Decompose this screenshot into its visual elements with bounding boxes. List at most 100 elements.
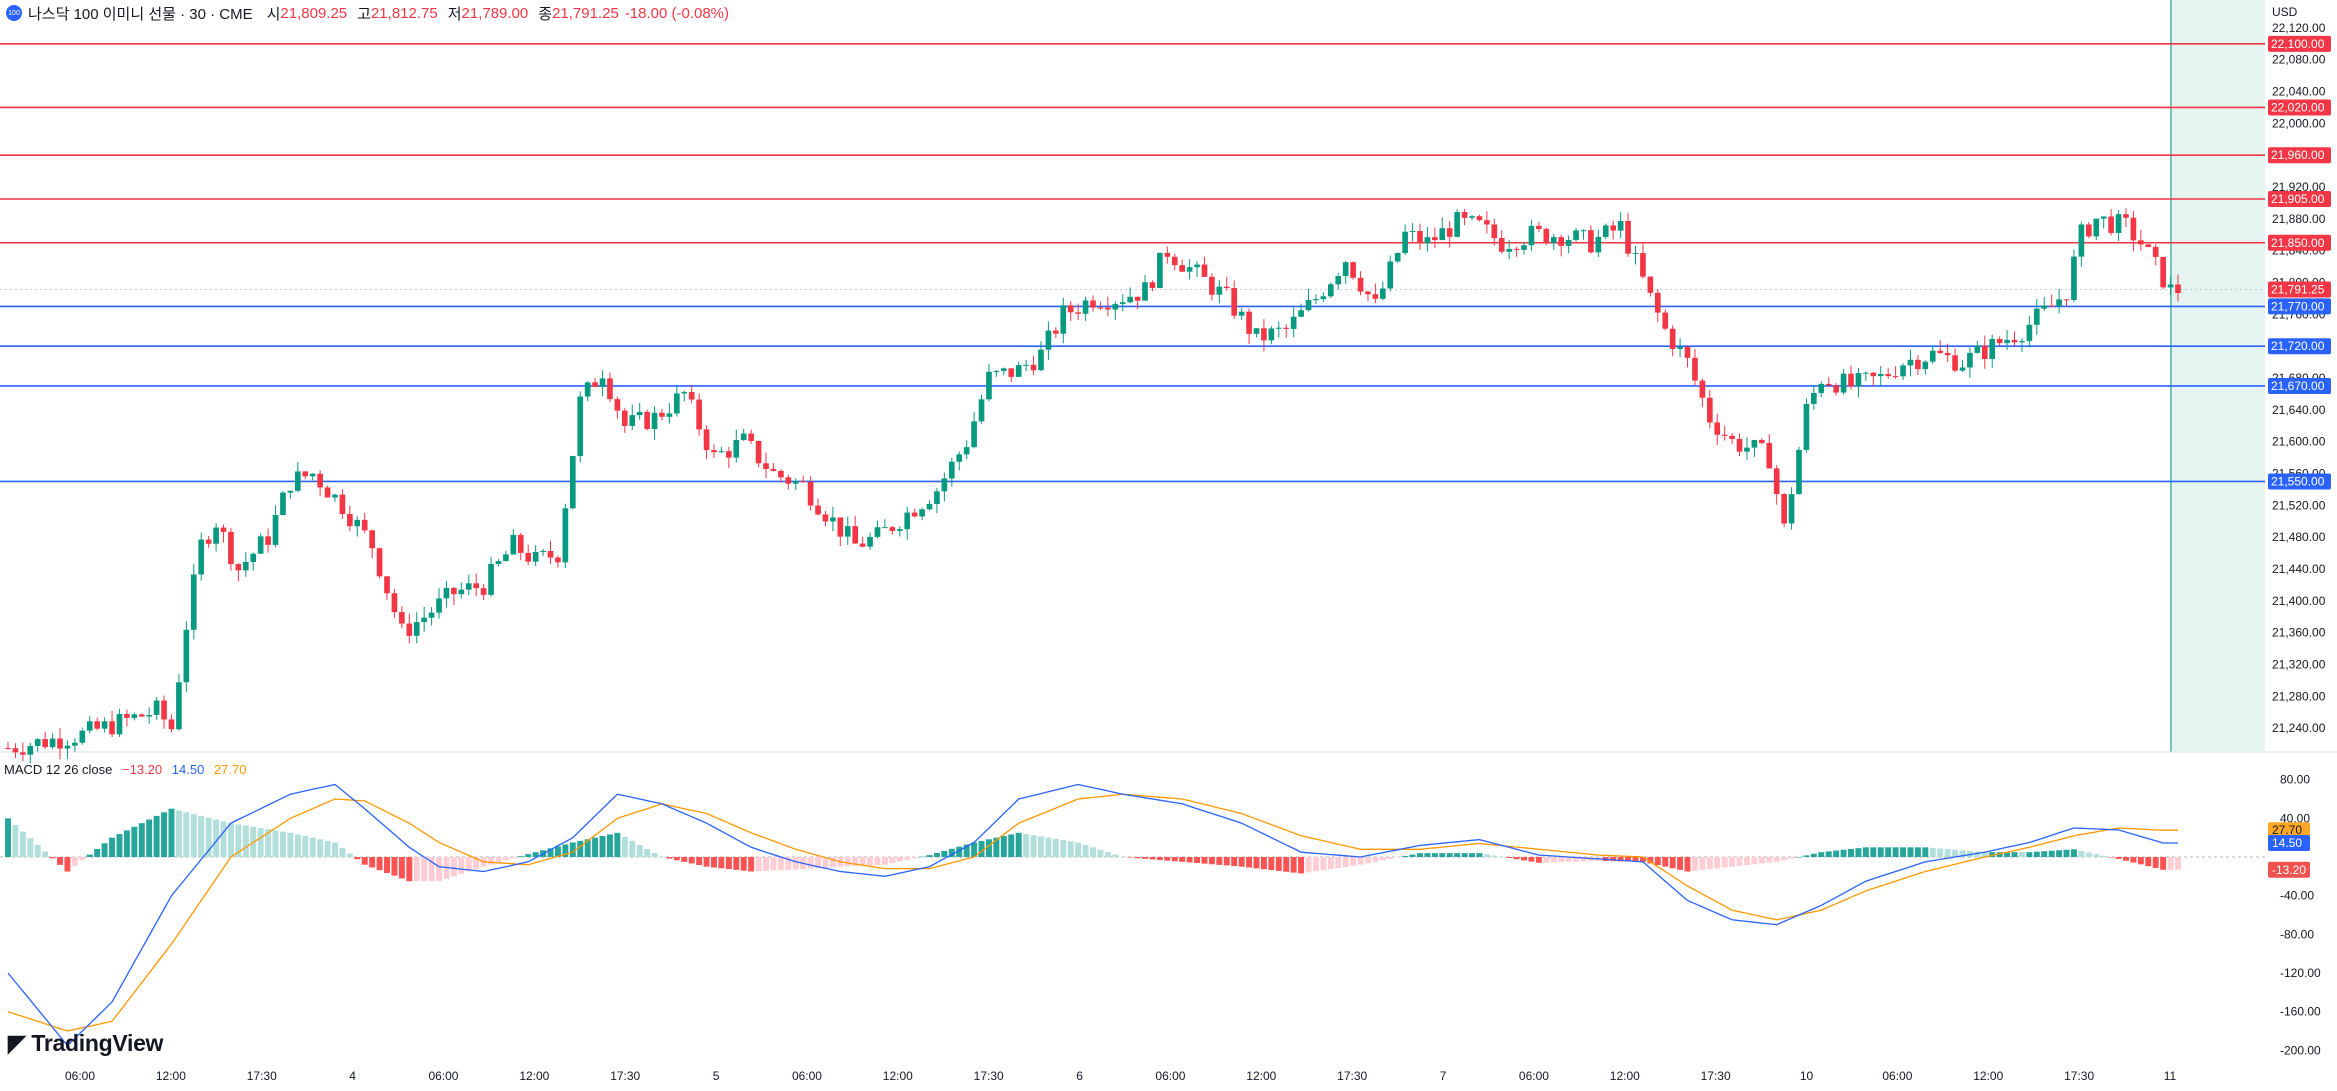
macd-legend[interactable]: MACD 12 26 close −13.20 14.50 27.70 xyxy=(4,762,246,777)
macd-histogram-bar xyxy=(1342,857,1349,867)
macd-histogram-bar xyxy=(1305,857,1312,873)
candle xyxy=(1357,277,1364,292)
macd-histogram-bar xyxy=(2137,857,2144,865)
macd-histogram-bar xyxy=(94,848,101,857)
macd-histogram-bar xyxy=(770,857,777,871)
macd-histogram-bar xyxy=(1929,847,1936,857)
macd-histogram-bar xyxy=(450,857,457,877)
close-value: 21,791.25 xyxy=(552,4,619,22)
candle xyxy=(1981,345,1988,360)
macd-histogram-bar xyxy=(517,856,524,857)
candle xyxy=(1855,373,1862,387)
macd-histogram-bar xyxy=(421,857,428,882)
candle xyxy=(986,371,992,400)
candle xyxy=(1937,350,1944,353)
symbol-title[interactable]: 나스닥 100 이미니 선물 · 30 · CME xyxy=(28,5,253,23)
price-tick-label: 21,360.00 xyxy=(2272,626,2326,640)
macd-histogram-bar xyxy=(971,842,978,857)
resistance-level-label: 21,960.00 xyxy=(2271,148,2325,162)
candle xyxy=(844,526,851,537)
macd-value-label: 14.50 xyxy=(2272,836,2302,850)
candle xyxy=(755,440,762,464)
macd-histogram-bar xyxy=(584,839,591,857)
candle xyxy=(27,745,34,755)
macd-histogram-bar xyxy=(1476,853,1483,857)
candle xyxy=(592,382,598,387)
candle xyxy=(1558,237,1565,246)
time-tick-label: 12:00 xyxy=(1246,1069,1276,1083)
macd-tick-label: -200.00 xyxy=(2280,1043,2321,1057)
candle xyxy=(2048,305,2055,307)
candle xyxy=(1580,230,1587,232)
macd-histogram-bar xyxy=(725,857,732,870)
macd-histogram-bar xyxy=(1253,857,1260,869)
macd-histogram-bar xyxy=(86,854,93,857)
candle xyxy=(473,583,480,589)
candle xyxy=(2078,224,2085,257)
macd-histogram-bar xyxy=(1335,857,1342,868)
macd-tick-label: -80.00 xyxy=(2280,927,2314,941)
candle xyxy=(1692,357,1698,381)
macd-histogram-bar xyxy=(1320,857,1327,871)
macd-histogram-bar xyxy=(242,825,249,857)
macd-histogram-bar xyxy=(2085,852,2092,857)
macd-histogram-bar xyxy=(175,810,182,857)
macd-histogram-bar xyxy=(287,832,294,857)
candle xyxy=(220,527,227,532)
candle xyxy=(919,509,925,517)
candle xyxy=(5,748,11,750)
candle xyxy=(1610,225,1617,231)
macd-histogram-bar xyxy=(458,857,465,874)
macd-histogram-bar xyxy=(71,857,78,866)
candle xyxy=(2100,216,2107,219)
candle xyxy=(1662,312,1669,329)
macd-histogram-bar xyxy=(436,857,442,882)
macd-histogram-bar xyxy=(554,846,561,857)
macd-value-badge xyxy=(2268,822,2310,839)
macd-histogram-bar xyxy=(465,857,472,872)
candle xyxy=(1409,231,1416,233)
candle xyxy=(2108,216,2114,233)
macd-histogram-bar xyxy=(1981,852,1988,857)
candle xyxy=(547,551,554,558)
macd-histogram-bar xyxy=(1892,847,1899,857)
macd-histogram-bar xyxy=(1469,853,1475,857)
macd-histogram-bar xyxy=(1714,857,1721,869)
candle xyxy=(1112,304,1119,310)
candle xyxy=(2138,240,2144,245)
time-tick-label: 06:00 xyxy=(428,1069,458,1083)
time-tick-label: 06:00 xyxy=(1882,1069,1912,1083)
candle xyxy=(1060,305,1067,334)
macd-histogram-bar xyxy=(1498,856,1505,858)
macd-histogram-bar xyxy=(1194,857,1201,864)
candle xyxy=(800,480,806,482)
candle xyxy=(659,412,665,417)
candle xyxy=(458,589,465,595)
tradingview-logo[interactable]: ◤ TradingView xyxy=(8,1030,163,1057)
candle xyxy=(651,412,658,430)
macd-histogram-bar xyxy=(1179,857,1186,862)
macd-histogram-bar xyxy=(1409,854,1416,857)
candle xyxy=(948,461,955,479)
time-tick-label: 12:00 xyxy=(883,1069,913,1083)
candle xyxy=(190,574,197,630)
macd-histogram-bar xyxy=(1104,852,1111,857)
change-value: -18.00 (-0.08%) xyxy=(624,4,730,22)
price-tick-label: 21,320.00 xyxy=(2272,657,2326,671)
macd-histogram-bar xyxy=(1327,857,1334,870)
macd-histogram-bar xyxy=(2093,854,2100,857)
macd-histogram-bar xyxy=(1521,857,1527,861)
macd-histogram-bar xyxy=(1446,853,1453,857)
candle xyxy=(1105,307,1111,310)
candle xyxy=(2004,339,2010,344)
macd-histogram-bar xyxy=(2175,857,2181,870)
macd-histogram-bar xyxy=(1483,854,1490,857)
macd-tick-label: -40.00 xyxy=(2280,889,2314,903)
macd-histogram-bar xyxy=(1350,857,1357,866)
candle xyxy=(815,505,821,515)
symbol-header[interactable]: 100 나스닥 100 이미니 선물 · 30 · CME 시 21,809.2… xyxy=(6,2,735,24)
candle xyxy=(347,514,353,527)
candle xyxy=(822,514,829,522)
resistance-level-badge xyxy=(2268,35,2331,52)
